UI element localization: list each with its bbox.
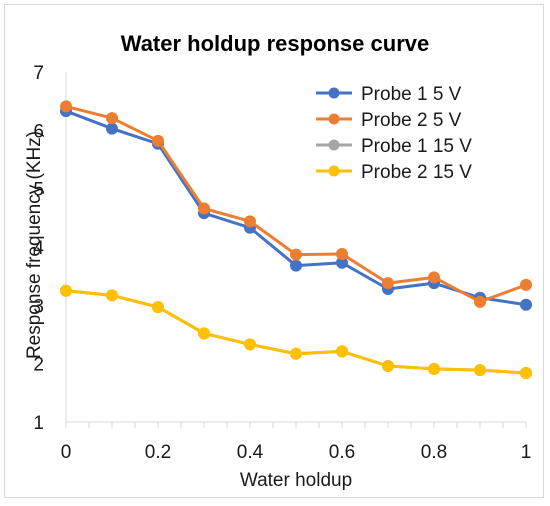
chart-title: Water holdup response curve	[121, 31, 429, 56]
y-tick-label: 7	[33, 63, 44, 84]
legend: Probe 1 5 V Probe 2 5 V Probe 1 15 V Probe …	[316, 84, 472, 183]
x-tick-label: 1	[521, 442, 532, 463]
data-point	[474, 295, 486, 308]
data-point	[428, 362, 440, 375]
data-point	[106, 122, 118, 135]
data-point	[520, 367, 532, 379]
x-tick-labels: 0 0.2 0.4 0.6 0.8 1	[61, 442, 532, 463]
series-probe-2-5-v	[60, 100, 532, 308]
legend-label: Probe 2 15 V	[361, 162, 472, 183]
data-point	[60, 284, 72, 297]
chart-axes	[65, 72, 527, 428]
legend-label: Probe 1 5 V	[361, 84, 462, 105]
data-point	[382, 277, 394, 290]
y-tick-label: 3	[33, 296, 44, 317]
legend-label: Probe 1 15 V	[361, 136, 472, 157]
data-point	[336, 248, 348, 260]
y-tick-label: 1	[33, 413, 44, 434]
data-point	[106, 112, 118, 125]
legend-swatch-marker	[328, 165, 340, 177]
legend-item: Probe 1 15 V	[316, 136, 472, 157]
data-point	[382, 360, 394, 372]
series-probe-2-15-v	[60, 284, 532, 379]
data-point	[60, 100, 72, 113]
data-point	[520, 298, 532, 311]
legend-swatch-marker	[328, 87, 340, 99]
data-point	[198, 202, 210, 215]
data-point	[290, 347, 302, 360]
data-point	[428, 271, 440, 284]
data-point	[290, 259, 302, 272]
data-point	[290, 248, 302, 261]
series-line	[65, 289, 527, 375]
legend-swatch-marker	[328, 113, 340, 125]
x-tick-label: 0.2	[145, 442, 171, 463]
legend-item: Probe 2 15 V	[316, 162, 472, 183]
data-point	[336, 345, 348, 358]
data-point	[520, 278, 532, 291]
legend-item: Probe 1 5 V	[316, 84, 462, 105]
series-probe-1-5-v	[60, 105, 532, 311]
y-tick-label: 2	[33, 355, 44, 376]
legend-swatch-marker	[328, 139, 340, 151]
series-layer	[60, 100, 532, 379]
legend-label: Probe 2 5 V	[361, 110, 462, 131]
data-point	[474, 364, 486, 377]
data-point	[106, 289, 118, 302]
y-tick-label: 5	[33, 180, 44, 201]
y-tick-labels: 1 2 3 4 5 6 7	[33, 63, 44, 434]
x-tick-label: 0	[61, 442, 72, 463]
legend-item: Probe 2 5 V	[316, 110, 462, 131]
y-axis-label: Response frequency (KHz)	[24, 131, 45, 359]
data-point	[244, 338, 256, 351]
data-point	[152, 134, 164, 147]
x-tick-label: 0.4	[237, 442, 264, 463]
data-point	[152, 301, 164, 314]
y-tick-label: 6	[33, 121, 44, 142]
data-point	[198, 327, 210, 340]
x-tick-label: 0.6	[329, 442, 355, 463]
series-line	[65, 289, 527, 375]
y-tick-label: 4	[33, 238, 44, 259]
data-point	[244, 215, 256, 228]
x-axis-label: Water holdup	[240, 470, 352, 491]
chart-frame	[4, 4, 544, 498]
x-tick-label: 0.8	[421, 442, 447, 463]
